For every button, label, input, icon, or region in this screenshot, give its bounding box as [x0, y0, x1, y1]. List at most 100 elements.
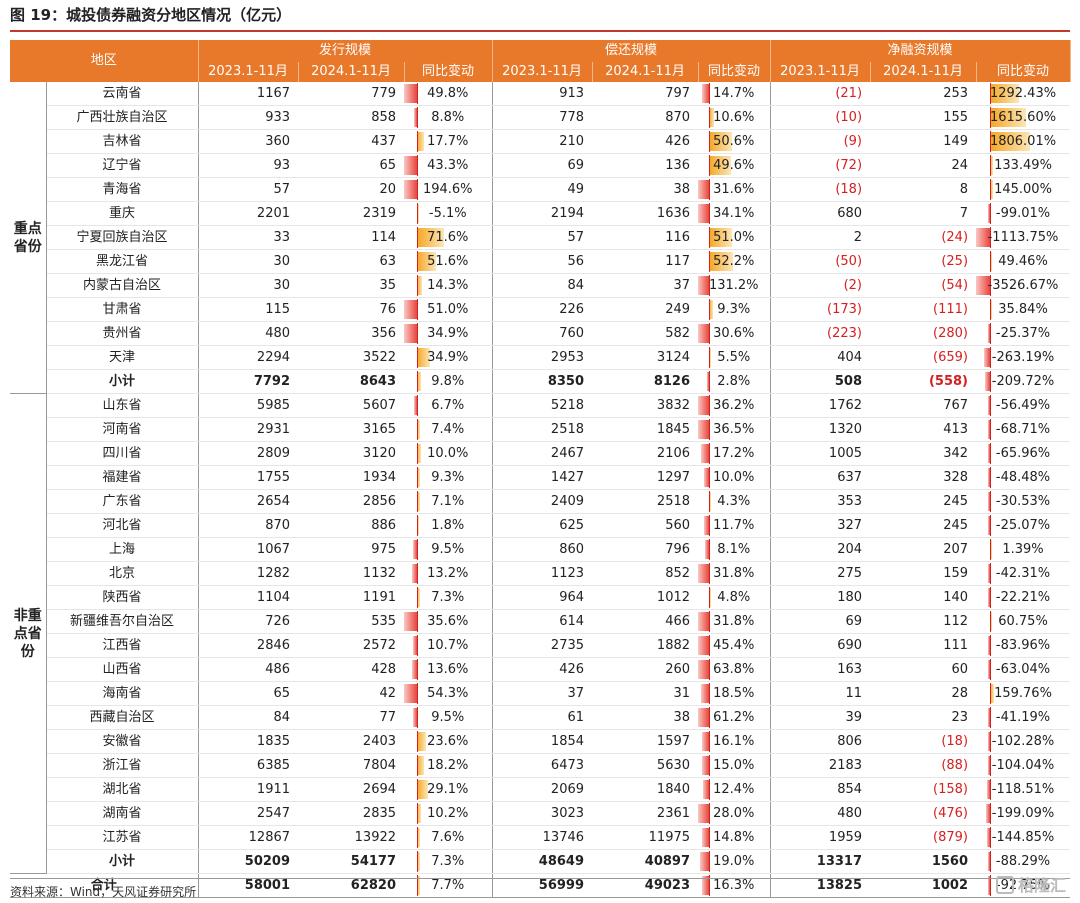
yoy-bar	[404, 300, 418, 319]
region-name: 重庆	[46, 201, 199, 226]
yoy-bar	[698, 420, 710, 439]
region-name: 福建省	[46, 465, 199, 490]
value-2023: 204	[770, 537, 871, 562]
yoy-bar	[698, 180, 710, 199]
yoy-bar	[702, 84, 710, 103]
table-row: 江西省 2846 2572 10.7% 2735 1882 45.4% 690 111 -83.9…	[10, 633, 1071, 658]
yoy-bar	[404, 684, 418, 703]
col-yoy: 同比变动	[698, 62, 771, 82]
value-2024: 870	[592, 105, 699, 130]
yoy-label: 9.3%	[431, 470, 465, 485]
bar-axis	[709, 755, 711, 776]
bar-axis	[417, 299, 419, 320]
yoy-change-cell: -63.04%	[976, 657, 1071, 682]
yoy-label: 8.8%	[431, 110, 465, 125]
yoy-bar	[990, 156, 994, 175]
value-2024: 560	[592, 513, 699, 538]
yoy-bar	[988, 588, 991, 607]
yoy-bar	[412, 564, 418, 583]
region-name: 广西壮族自治区	[46, 105, 199, 130]
value-2023: 508	[770, 369, 871, 394]
value-2024: 245	[870, 489, 977, 514]
bar-axis	[990, 371, 992, 392]
value-2024: 60	[870, 657, 977, 682]
subtotal-row: 小计 7792 8643 9.8% 8350 8126 2.8% 508 (558) -209.7…	[10, 369, 1071, 394]
value-2024: (158)	[870, 777, 977, 802]
yoy-change-cell: -88.29%	[976, 849, 1071, 874]
yoy-change-cell: 36.2%	[698, 393, 771, 418]
yoy-change-cell: 18.5%	[698, 681, 771, 706]
yoy-bar	[417, 756, 425, 775]
bar-axis	[417, 443, 419, 464]
value-2023: 2931	[198, 417, 299, 442]
yoy-label: 159.76%	[994, 686, 1052, 701]
yoy-bar	[986, 804, 991, 823]
region-name: 新疆维吾尔自治区	[46, 609, 199, 634]
yoy-bar	[417, 132, 425, 151]
col-2023: 2023.1-11月	[198, 62, 299, 82]
bar-axis	[990, 875, 992, 896]
value-2024: 767	[870, 393, 977, 418]
value-2023: 5985	[198, 393, 299, 418]
value-2024: 8643	[298, 369, 405, 394]
issuance-header: 发行规模	[198, 40, 493, 62]
bar-axis	[417, 491, 419, 512]
value-2023: 6473	[492, 753, 593, 778]
yoy-change-cell: 35.6%	[404, 609, 493, 634]
yoy-bar	[709, 300, 714, 319]
value-2023: 30	[198, 249, 299, 274]
value-2023: 1067	[198, 537, 299, 562]
value-2024: 62820	[298, 873, 405, 898]
value-2024: 1191	[298, 585, 405, 610]
value-2024: 11975	[592, 825, 699, 850]
bar-axis	[417, 107, 419, 128]
value-2023: 2183	[770, 753, 871, 778]
value-2024: 54177	[298, 849, 405, 874]
yoy-label: 63.8%	[713, 662, 755, 677]
yoy-label: -118.51%	[991, 782, 1055, 797]
value-2023: 1959	[770, 825, 871, 850]
value-2024: 207	[870, 537, 977, 562]
table-row: 贵州省 480 356 34.9% 760 582 30.6% (223) (280) -25.3…	[10, 321, 1071, 346]
bar-axis	[417, 851, 419, 872]
region-name: 天津	[46, 345, 199, 370]
value-2023: 180	[770, 585, 871, 610]
bar-axis	[417, 155, 419, 176]
region-name: 上海	[46, 537, 199, 562]
value-2023: (10)	[770, 105, 871, 130]
table-row: 河南省 2931 3165 7.4% 2518 1845 36.5% 1320 413 -68.7…	[10, 417, 1071, 442]
bar-axis	[990, 227, 992, 248]
value-2024: 796	[592, 537, 699, 562]
yoy-bar	[698, 396, 710, 415]
yoy-change-cell: 5.5%	[698, 345, 771, 370]
yoy-bar	[709, 228, 733, 247]
bar-axis	[417, 275, 419, 296]
yoy-bar	[707, 372, 710, 391]
yoy-label: 5.5%	[717, 350, 751, 365]
table-row: 上海 1067 975 9.5% 860 796 8.1% 204 207 1.39%	[10, 537, 1071, 562]
yoy-change-cell: 36.5%	[698, 417, 771, 442]
value-2023: 210	[492, 129, 593, 154]
yoy-label: -209.72%	[991, 374, 1055, 389]
region-name: 山西省	[46, 657, 199, 682]
yoy-change-cell: 34.9%	[404, 345, 493, 370]
bar-axis	[990, 707, 992, 728]
bar-axis	[990, 587, 992, 608]
yoy-bar	[417, 204, 420, 223]
value-2024: 155	[870, 105, 977, 130]
value-2024: 1882	[592, 633, 699, 658]
value-2024: 136	[592, 153, 699, 178]
yoy-label: -22.21%	[995, 590, 1051, 605]
figure-title: 图 19：城投债券融资分地区情况（亿元）	[10, 0, 1070, 32]
yoy-bar	[705, 540, 710, 559]
bar-axis	[990, 299, 992, 320]
yoy-label: 9.5%	[431, 710, 465, 725]
yoy-change-cell: 51.6%	[404, 249, 493, 274]
value-2024: 77	[298, 705, 405, 730]
table-row: 黑龙江省 30 63 51.6% 56 117 52.2% (50) (25) 49.46%	[10, 249, 1071, 274]
bar-axis	[417, 779, 419, 800]
yoy-bar	[417, 516, 420, 535]
region-name: 北京	[46, 561, 199, 586]
bar-axis	[709, 323, 711, 344]
yoy-bar	[701, 444, 710, 463]
